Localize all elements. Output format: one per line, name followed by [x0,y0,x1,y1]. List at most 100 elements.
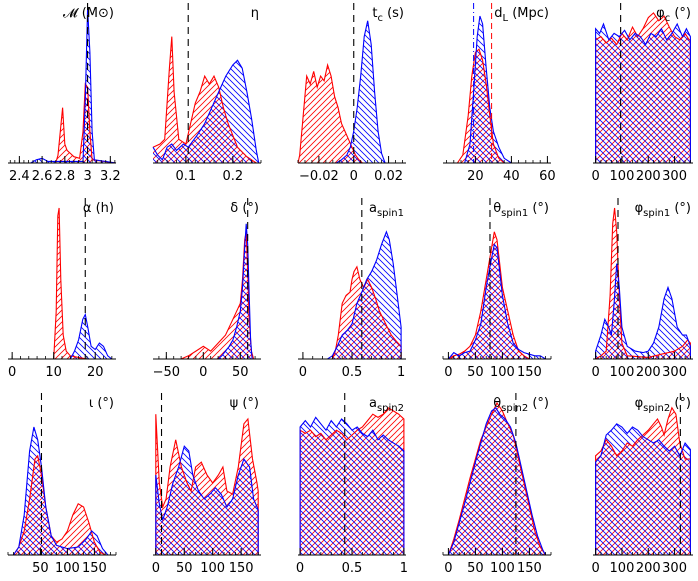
red-posterior-line [153,231,261,360]
panel-title: θspin2 (°) [493,396,549,414]
panel-title: 𝓜 (M⊙) [63,6,114,21]
tick-label: 100 [610,561,635,576]
tick-label: 0.5 [342,561,363,576]
tick-label: 100 [610,169,635,184]
blue-posterior-line [443,406,551,556]
panel-title: aspin2 [369,396,404,414]
tick-label: 100 [490,561,515,576]
blue-posterior-fill [593,24,693,163]
panel-title: φc (°) [656,6,691,24]
title-unit: (s) [383,6,404,21]
red-posterior-line [153,414,261,556]
panel-3: −0.02 0 0.02 tc (s) [297,3,406,184]
blue-posterior-line [8,426,116,556]
blue-posterior-line [593,263,693,360]
tick-label: 300 [662,561,687,576]
blue-posterior-line [152,59,261,164]
blue-posterior-line [443,15,551,164]
tick-label: 100 [55,561,80,576]
blue-posterior-fill [443,407,551,555]
panel-title: ι (°) [89,396,114,411]
title-main: θ [493,396,501,411]
blue-posterior-fill [153,223,261,359]
title-main: φ [656,6,665,21]
tick-label: 200 [636,365,661,380]
tick-label: 0.5 [342,365,363,380]
panel-title: δ (°) [230,201,259,216]
panel-12: 0 50 100 150 ψ (°) [152,393,261,576]
tick-label: 50 [176,561,193,576]
panel-1: 2.4 2.6 2.8 3 3.2 𝓜 (M⊙) [8,3,121,184]
title-subscript: spin1 [377,208,404,219]
title-subscript: c [377,13,383,24]
tick-label: 0.1 [176,169,197,184]
blue-posterior-fill [593,423,693,555]
tick-label: 0.02 [374,169,403,184]
tick-label: 50 [467,365,484,380]
panel-5: 0 100 200 300 φc (°) [591,3,693,184]
tick-label: 50 [467,561,484,576]
title-main: φ [635,396,644,411]
blue-posterior-line [153,223,261,360]
blue-posterior-line [443,243,551,360]
red-posterior-line [593,406,693,556]
title-main: t [372,6,377,21]
tick-label: 2.6 [32,169,53,184]
panel-2: 0.1 0.2 η [152,3,262,184]
tick-label: 0 [444,365,452,380]
blue-posterior-line [153,445,261,556]
tick-label: 3 [83,169,91,184]
tick-label: 0 [591,169,599,184]
title-unit: (°) [670,6,691,21]
tick-label: 150 [517,561,542,576]
panel-title: dL (Mpc) [494,6,549,24]
tick-label: 20 [467,169,484,184]
tick-label: 0 [591,365,599,380]
panel-title: α (h) [83,201,114,216]
red-posterior-line [593,12,693,164]
title-subscript: spin2 [643,403,670,414]
red-posterior-fill [153,36,261,163]
tick-label: 1 [400,561,408,576]
panel-7: −50 0 50 δ (°) [153,198,261,380]
panel-15: 0 100 200 300 φspin2 (°) [591,393,693,576]
panel-14: 0 50 100 150 θspin2 (°) [442,393,552,576]
tick-label: 50 [232,365,249,380]
blue-posterior-fill [298,231,406,359]
tick-label: −50 [153,365,180,380]
panel-title: η [251,6,259,21]
panel-title: ψ (°) [230,396,259,411]
red-posterior-fill [443,49,551,164]
red-posterior-fill [8,208,116,359]
red-posterior-line [8,454,116,556]
tick-label: 300 [662,169,687,184]
tick-label: 200 [636,169,661,184]
title-subscript: spin2 [501,403,528,414]
panel-6: 0 10 20 α (h) [8,198,116,380]
title-unit: (Mpc) [508,6,549,21]
red-posterior-line [443,48,551,164]
blue-posterior-fill [298,417,406,555]
panel-title: tc (s) [372,6,404,24]
tick-label: −0.02 [299,169,339,184]
tick-label: 0 [444,561,452,576]
red-posterior-line [297,62,406,164]
blue-posterior-line [298,416,406,556]
tick-label: 60 [539,169,556,184]
title-unit: (°) [670,396,691,411]
tick-label: 0 [152,561,160,576]
tick-label: 20 [87,365,104,380]
title-unit: (°) [670,201,691,216]
title-unit: (°) [528,396,549,411]
tick-label: 150 [517,365,542,380]
title-subscript: L [503,13,509,24]
panel-title: φspin1 (°) [635,201,691,219]
blue-posterior-fill [8,427,116,555]
tick-label: 2.4 [9,169,30,184]
panel-4: 20 40 60 dL (Mpc) [443,3,556,184]
title-unit: (°) [528,201,549,216]
tick-label: 3.2 [100,169,121,184]
tick-label: 150 [229,561,254,576]
blue-posterior-line [593,423,693,556]
blue-posterior-fill [8,314,116,359]
